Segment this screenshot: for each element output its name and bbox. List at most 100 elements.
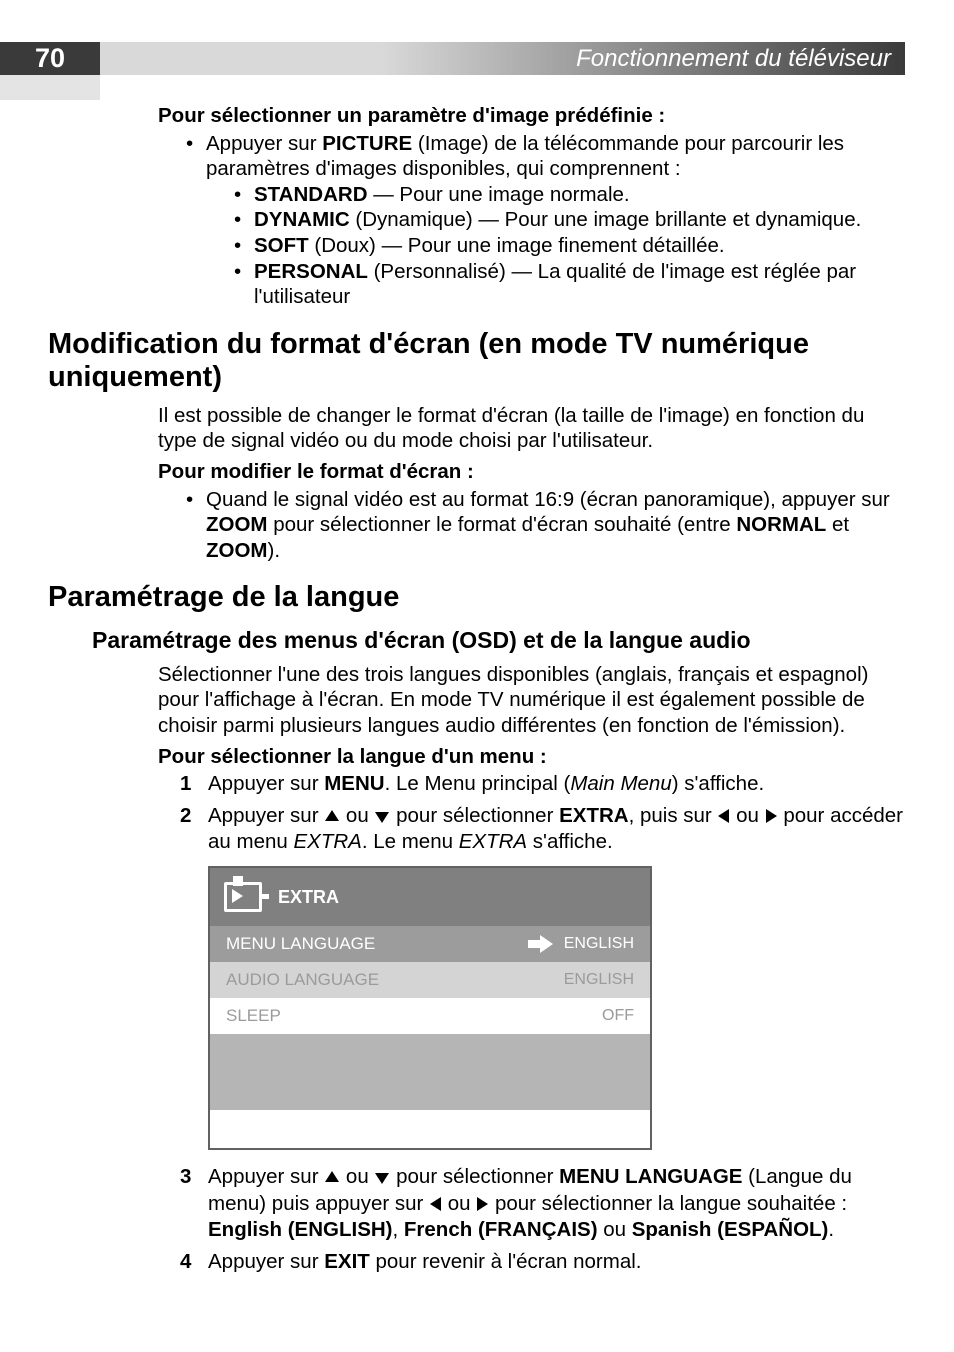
text-bold: DYNAMIC [254,208,350,231]
section-title-format: Modification du format d'écran (en mode … [48,328,906,395]
osd-menu-row: AUDIO LANGUAGE ENGLISH [210,962,650,998]
triangle-left-icon [430,1197,441,1211]
text: Appuyer sur [206,132,322,155]
triangle-left-icon [718,809,729,823]
step-number: 2 [180,803,191,830]
text: ou [340,804,374,827]
osd-menu-row-label: MENU LANGUAGE [226,934,528,954]
step-1: 1 Appuyer sur MENU. Le Menu principal (M… [180,771,906,798]
triangle-up-icon [325,1171,339,1182]
osd-menu-screenshot: EXTRA MENU LANGUAGE ENGLISH AUDIO LANGUA… [208,866,652,1150]
triangle-down-icon [375,812,389,823]
body-text: Il est possible de changer le format d'é… [158,403,906,454]
osd-menu-footer [210,1110,650,1148]
step-number: 3 [180,1164,191,1191]
osd-menu-row-value: ENGLISH [564,935,634,953]
text-italic: EXTRA [293,830,361,853]
text: ou [730,804,764,827]
bullet-list: Appuyer sur PICTURE (Image) de la téléco… [186,131,906,310]
text: ou [442,1192,476,1215]
osd-menu-row-label: SLEEP [226,1006,602,1026]
text-italic: Main Menu [570,772,671,795]
page-number: 70 [0,42,100,75]
text: — Pour une image normale. [368,183,630,206]
text: Appuyer sur [208,804,324,827]
osd-menu-header: EXTRA [210,868,650,926]
osd-menu-row: SLEEP OFF [210,998,650,1034]
arrow-right-icon [528,937,554,951]
triangle-right-icon [477,1197,488,1211]
text: pour sélectionner [390,804,559,827]
text: . [828,1218,834,1241]
text: ou [340,1165,374,1188]
text-bold: MENU [324,772,384,795]
text: pour sélectionner le format d'écran souh… [268,513,737,536]
sub-bullet-item: STANDARD — Pour une image normale. [234,182,906,208]
text-bold: ZOOM [206,539,268,562]
text-bold: English (ENGLISH) [208,1218,393,1241]
step-number: 1 [180,771,191,798]
text: , puis sur [629,804,718,827]
text: et [826,513,849,536]
text: Appuyer sur [208,1250,324,1273]
text-bold: MENU LANGUAGE [559,1165,742,1188]
text: ) s'affiche. [672,772,764,795]
triangle-up-icon [325,810,339,821]
text-bold: SOFT [254,234,309,257]
page-content: Pour sélectionner un paramètre d'image p… [48,98,906,1281]
step-3: 3 Appuyer sur ou pour sélectionner MENU … [180,1164,906,1244]
step-2: 2 Appuyer sur ou pour sélectionner EXTRA… [180,803,906,856]
text-bold: EXTRA [559,804,628,827]
header-title: Fonctionnement du téléviseur [576,45,891,73]
page-header: 70 Fonctionnement du téléviseur [0,42,905,75]
header-gradient: Fonctionnement du téléviseur [100,42,905,75]
osd-menu-row-value: ENGLISH [564,971,634,989]
text: . Le menu [362,830,459,853]
sidebar-decoration [0,75,100,100]
osd-menu-empty-block [210,1034,650,1110]
text-bold: STANDARD [254,183,368,206]
bullet-item: Quand le signal vidéo est au format 16:9… [186,487,906,564]
text-bold: PICTURE [322,132,412,155]
text: pour sélectionner [390,1165,559,1188]
triangle-down-icon [375,1173,389,1184]
text: (Doux) — Pour une image finement détaill… [309,234,725,257]
subsection-title-osd: Paramétrage des menus d'écran (OSD) et d… [92,627,906,654]
sub-bullet-list: STANDARD — Pour une image normale. DYNAM… [234,182,906,310]
bullet-list: Quand le signal vidéo est au format 16:9… [186,487,906,564]
text: pour revenir à l'écran normal. [370,1250,642,1273]
triangle-right-icon [766,809,777,823]
text: Appuyer sur [208,1165,324,1188]
text: (Dynamique) — Pour une image brillante e… [350,208,862,231]
text: ou [598,1218,632,1241]
body-text: Sélectionner l'une des trois langues dis… [158,662,906,739]
text-bold: French (FRANÇAIS) [404,1218,598,1241]
step-4: 4 Appuyer sur EXIT pour revenir à l'écra… [180,1249,906,1276]
subheading-format: Pour modifier le format d'écran : [158,460,906,485]
text-bold: NORMAL [736,513,826,536]
osd-menu-title: EXTRA [278,887,339,908]
text-italic: EXTRA [459,830,527,853]
text-bold: ZOOM [206,513,268,536]
osd-menu-row-value: OFF [602,1007,634,1025]
text-bold: EXIT [324,1250,370,1273]
osd-menu-row-active: MENU LANGUAGE ENGLISH [210,926,650,962]
section-title-langue: Paramétrage de la langue [48,581,906,614]
text: pour sélectionner la langue souhaitée : [489,1192,847,1215]
text-bold: Spanish (ESPAÑOL) [632,1218,829,1241]
text: s'affiche. [527,830,613,853]
bullet-item: Appuyer sur PICTURE (Image) de la téléco… [186,131,906,310]
numbered-list: 1 Appuyer sur MENU. Le Menu principal (M… [180,771,906,856]
extra-menu-icon [224,882,262,912]
sub-bullet-item: PERSONAL (Personnalisé) — La qualité de … [234,259,906,310]
text: , [393,1218,404,1241]
text: ). [268,539,281,562]
step-number: 4 [180,1249,191,1276]
sub-bullet-item: DYNAMIC (Dynamique) — Pour une image bri… [234,207,906,233]
text: . Le Menu principal ( [385,772,571,795]
text: Appuyer sur [208,772,324,795]
subheading-image-preset: Pour sélectionner un paramètre d'image p… [158,104,906,129]
text: Quand le signal vidéo est au format 16:9… [206,488,890,511]
subheading-langue-menu: Pour sélectionner la langue d'un menu : [158,745,906,770]
sub-bullet-item: SOFT (Doux) — Pour une image finement dé… [234,233,906,259]
